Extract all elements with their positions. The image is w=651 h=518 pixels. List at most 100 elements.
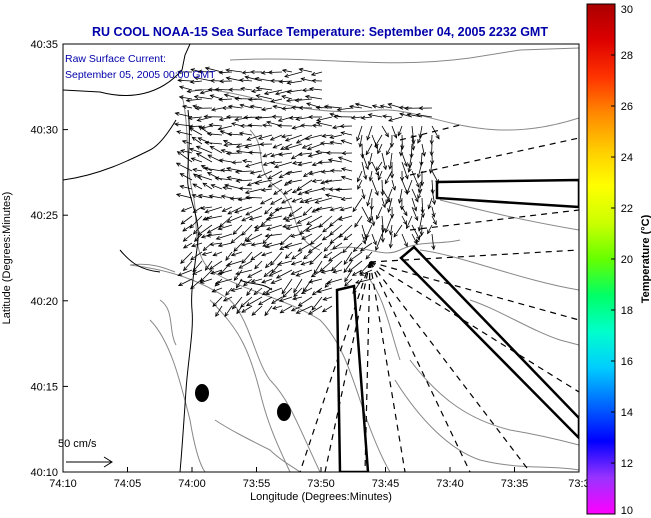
current-vector-head [265,216,271,221]
current-vector [316,122,333,127]
current-vector [308,152,323,157]
current-vector [401,215,407,225]
current-vector-head [278,298,284,302]
current-vector [200,269,213,282]
current-vector [190,278,203,290]
current-vector [355,103,373,109]
current-vector-head [325,280,331,285]
current-vector [263,269,273,277]
current-vector [202,251,213,256]
current-vector [411,206,418,221]
current-vector [255,116,273,119]
current-vector [270,134,283,141]
current-vector-head [283,181,289,186]
current-vector-head [253,224,259,230]
current-vector [265,287,283,295]
current-vector [275,206,293,211]
current-vector-head [329,207,335,212]
current-vector-head [419,231,424,237]
current-vector-head [241,231,246,236]
current-vector [228,105,243,109]
current-vector-head [344,281,349,287]
current-vector-head [397,198,403,204]
current-vector-head [262,239,267,245]
current-vector-head [406,112,412,117]
current-vector-head [262,153,268,158]
current-vector [381,179,383,196]
current-vector-head [224,183,229,188]
colorbar-label: Temperature (°C) [640,214,651,303]
current-vector [179,86,193,91]
current-vector-head [416,235,421,241]
current-vector [328,159,343,163]
current-vector-head [192,208,198,213]
current-vector-head [241,259,246,264]
current-vector [187,89,203,92]
current-vector [234,206,253,213]
current-vector-head [250,256,255,261]
current-vector [231,251,243,256]
current-vector-head [272,144,278,149]
current-vector-head [253,290,259,296]
current-vector-head [294,98,300,103]
current-vector-head [341,151,347,156]
current-vector [298,161,313,166]
current-vector-head [290,307,296,312]
current-vector-head [278,174,284,179]
current-vector-head [376,215,380,220]
current-vector-head [230,252,236,257]
current-vector-head [235,271,240,276]
current-vector-head [375,171,379,177]
current-vector-head [288,212,294,217]
current-vector-head [398,105,404,110]
current-vector-head [225,76,231,81]
current-vector [366,125,373,141]
current-vector [281,278,293,294]
current-vector [186,98,203,102]
current-vector-head [300,290,306,295]
current-vector [247,269,263,278]
current-vector [215,305,223,317]
current-vector [411,224,420,240]
current-vector-head [206,229,212,234]
current-vector [176,131,193,136]
current-vector [291,233,303,237]
current-vector-head [193,237,199,242]
current-vector-head [270,98,275,103]
current-vector-head [404,174,409,180]
current-vector [365,224,373,239]
current-vector-head [259,142,265,147]
current-vector-head [226,218,232,223]
current-vector [431,188,435,205]
current-vector-head [340,196,346,202]
current-vector-head [190,256,195,261]
current-vector [264,305,273,316]
current-vector-head [269,78,275,83]
current-vector-head [254,264,259,270]
current-vector [306,224,323,232]
current-vector-head [331,125,337,130]
current-vector [298,242,313,252]
current-vector-head [262,161,268,166]
current-vector [197,116,213,121]
current-vector-head [284,137,290,142]
current-vector [183,233,193,242]
current-vector-head [315,105,321,110]
current-vector-head [328,257,333,262]
current-vector [311,71,323,76]
current-vector-head [417,138,422,144]
current-vector [344,278,353,287]
current-vector [207,224,223,234]
current-vector-head [235,149,241,154]
current-vector [192,105,203,109]
current-vector-head [260,107,266,112]
current-vector-head [308,279,314,284]
current-vector [245,196,263,199]
current-vector [262,287,273,296]
current-vector-head [323,179,329,184]
current-vector [287,179,303,184]
current-vector-head [391,186,396,191]
current-vector-head [202,216,208,221]
current-vector [384,170,393,184]
current-vector-head [340,139,346,144]
